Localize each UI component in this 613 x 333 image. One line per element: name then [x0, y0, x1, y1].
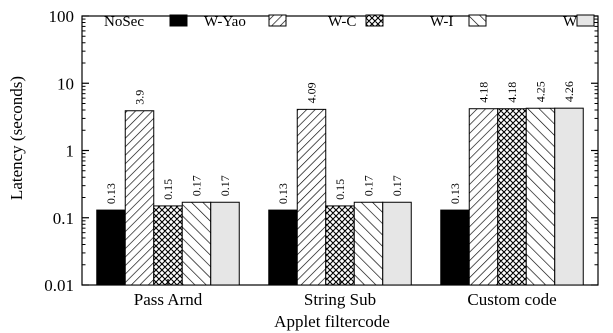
data-labels: 0.13 3.9 0.15 0.17 0.17 0.13 4.09 0.15 0.17 0.17 0…: [104, 81, 576, 204]
data-label: 4.18: [505, 82, 519, 103]
data-label: 3.9: [133, 90, 147, 105]
data-label: 0.13: [104, 183, 118, 204]
x-tick-label: String Sub: [304, 290, 376, 309]
y-tick-label: 100: [49, 7, 75, 26]
bar: [96, 209, 126, 286]
x-axis: Pass Arnd String Sub Custom code: [134, 279, 557, 309]
legend-swatch: [268, 14, 287, 27]
bar: [468, 108, 499, 286]
data-label: 4.09: [305, 82, 319, 103]
data-label: 0.13: [276, 183, 290, 204]
data-label: 4.26: [562, 81, 576, 102]
data-label: 0.13: [448, 183, 462, 204]
data-label: 0.15: [161, 179, 175, 200]
data-label: 0.17: [218, 175, 232, 196]
legend-swatch: [576, 14, 595, 27]
legend-swatch: [468, 14, 487, 27]
y-axis: 100 10 1 0.1 0.01: [44, 7, 598, 295]
bars: [96, 107, 584, 286]
bar: [296, 108, 327, 286]
y-tick-label: 0.1: [53, 209, 74, 228]
bar: [153, 205, 183, 286]
y-tick-label: 0.01: [44, 276, 74, 295]
bar: [497, 108, 527, 286]
data-label: 0.17: [362, 175, 376, 196]
y-axis-title: Latency (seconds): [7, 76, 26, 200]
legend: NoSec W-Yao W-C W-I W: [104, 14, 595, 30]
bar: [124, 110, 155, 286]
data-label: 0.17: [390, 175, 404, 196]
data-label: 0.17: [190, 175, 204, 196]
legend-label: NoSec: [104, 14, 144, 30]
bar: [440, 209, 470, 286]
bar: [525, 107, 556, 286]
bar: [325, 205, 355, 286]
data-label: 4.25: [534, 81, 548, 102]
bar: [210, 201, 240, 286]
legend-swatch: [169, 14, 188, 27]
legend-swatch: [365, 14, 384, 27]
legend-label: W-Yao: [204, 14, 246, 30]
data-label: 4.18: [477, 82, 491, 103]
bar: [382, 201, 412, 286]
legend-label: W: [563, 14, 578, 30]
legend-label: W-C: [328, 14, 356, 30]
bar: [181, 201, 212, 286]
x-tick-label: Custom code: [467, 290, 556, 309]
y-tick-label: 10: [57, 74, 74, 93]
bar: [268, 209, 298, 286]
x-axis-title: Applet filtercode: [274, 312, 390, 331]
y-tick-label: 1: [66, 142, 75, 161]
legend-label: W-I: [430, 14, 453, 30]
data-label: 0.15: [333, 179, 347, 200]
x-tick-label: Pass Arnd: [134, 290, 203, 309]
bar: [554, 107, 584, 286]
bar: [353, 201, 384, 286]
